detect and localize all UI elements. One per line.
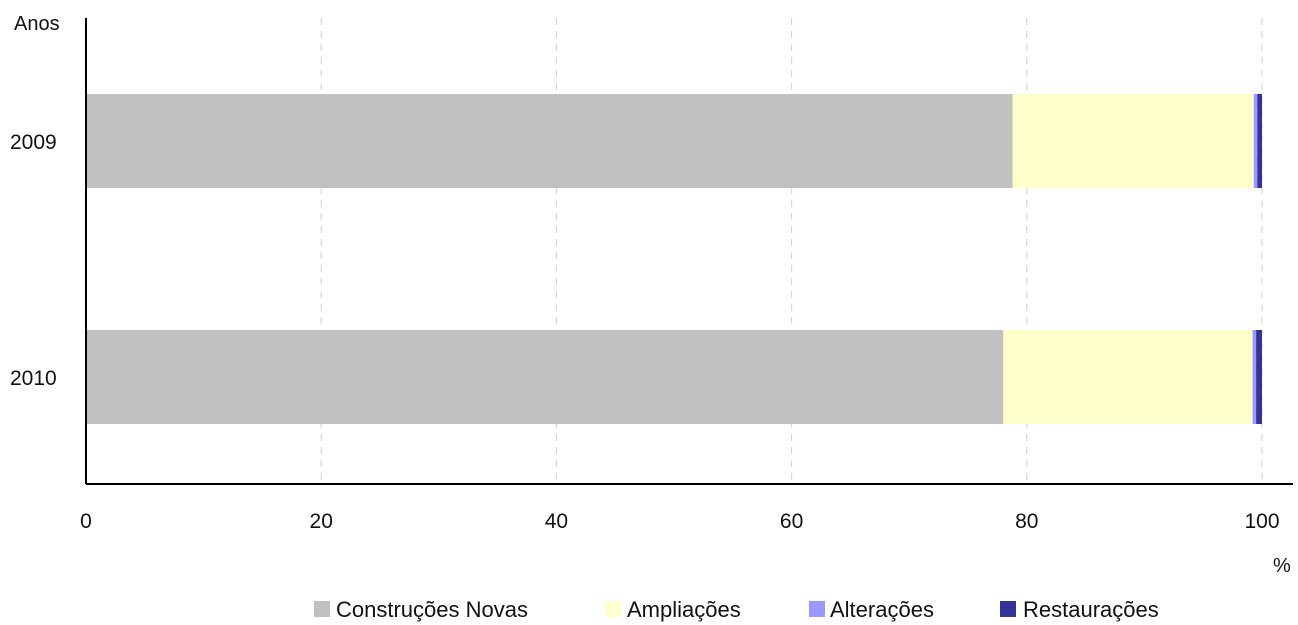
legend: Construções Novas Ampliações Alterações Res… — [314, 597, 1159, 622]
y-axis-label: Anos — [14, 13, 60, 35]
bar-segment-constru-es-novas — [86, 94, 1013, 188]
x-tick-label: 20 — [310, 510, 333, 533]
legend-label: Construções Novas — [336, 597, 528, 622]
legend-swatch — [314, 601, 330, 617]
x-tick-label: 0 — [80, 510, 92, 533]
bar-segment-amplia-es — [1003, 330, 1253, 424]
bar-segment-restaura-es — [1256, 330, 1262, 424]
legend-label: Alterações — [830, 597, 934, 622]
bar-segment-restaura-es — [1257, 94, 1262, 188]
legend-label: Restaurações — [1023, 597, 1159, 622]
legend-swatch — [1000, 601, 1016, 617]
category-label: 2010 — [10, 367, 57, 390]
x-tick-label: 60 — [780, 510, 803, 533]
x-tick-label: 100 — [1244, 510, 1279, 533]
legend-swatch — [605, 601, 621, 617]
category-label: 2009 — [10, 131, 57, 154]
legend-label: Ampliações — [627, 597, 741, 622]
bar-segment-amplia-es — [1012, 94, 1254, 188]
bar-segment-altera-es — [1253, 94, 1258, 188]
bar-segment-altera-es — [1252, 330, 1257, 424]
x-axis-label: % — [1273, 555, 1291, 577]
bars-layer — [86, 94, 1262, 424]
legend-swatch — [809, 601, 825, 617]
x-tick-labels: 0 20 40 60 80 100 — [80, 510, 1279, 533]
x-tick-label: 80 — [1015, 510, 1038, 533]
x-tick-label: 40 — [545, 510, 568, 533]
bar-segment-constru-es-novas — [86, 330, 1004, 424]
category-labels: 2009 2010 — [10, 131, 57, 390]
